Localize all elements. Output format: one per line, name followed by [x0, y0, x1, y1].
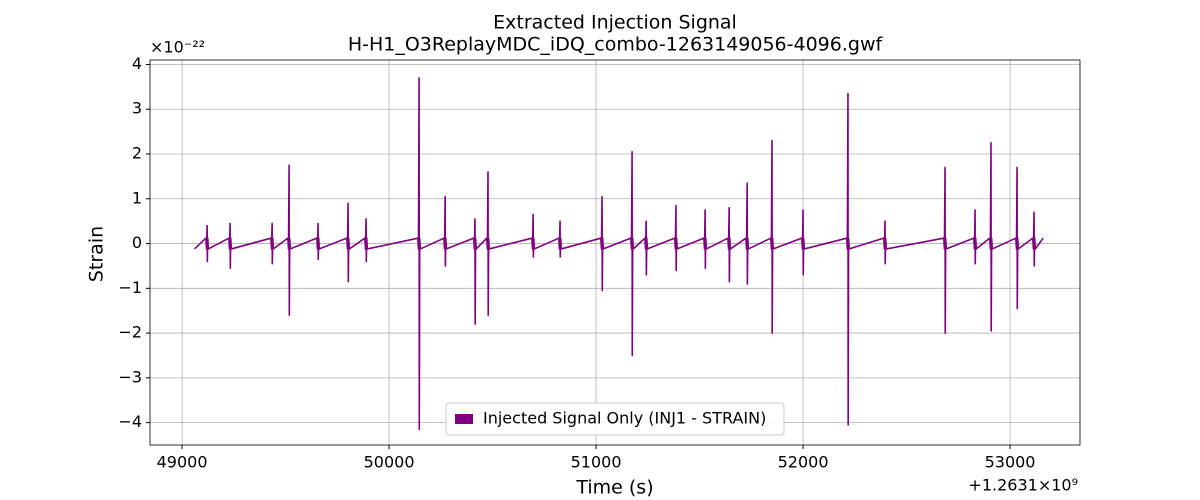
- x-tick-label: 52000: [778, 453, 829, 472]
- legend: Injected Signal Only (INJ1 - STRAIN): [445, 402, 785, 436]
- y-axis-label: Strain: [86, 226, 108, 282]
- plot-frame: [149, 59, 1081, 446]
- x-tick-label: 49000: [157, 453, 208, 472]
- y-tick-label: 4: [132, 54, 142, 73]
- x-offset-label: +1.2631×10⁹: [968, 476, 1078, 495]
- y-tick-label: −4: [118, 412, 142, 431]
- y-tick-label: −1: [118, 278, 142, 297]
- signal-line: [193, 77, 1044, 431]
- y-tick-label: 2: [132, 144, 142, 163]
- plot-area: −4 −3 −2 −1 0 1 2 3 4 49000 50000 51000 52000 53000 In…: [118, 54, 1081, 472]
- x-tick-label: 50000: [364, 453, 415, 472]
- y-tick-label: 3: [132, 99, 142, 118]
- y-multiplier-label: ×10⁻²²: [150, 38, 205, 57]
- y-tick-label: −3: [118, 367, 142, 386]
- chart-subtitle: H-H1_O3ReplayMDC_iDQ_combo-1263149056-40…: [348, 34, 884, 56]
- x-tick-label: 53000: [985, 453, 1036, 472]
- legend-box: [445, 402, 785, 436]
- legend-swatch: [455, 414, 473, 424]
- chart-title: Extracted Injection Signal: [493, 12, 737, 34]
- legend-label: Injected Signal Only (INJ1 - STRAIN): [483, 409, 766, 428]
- y-tick-label: −2: [118, 323, 142, 342]
- x-axis-label: Time (s): [575, 477, 653, 499]
- y-tick-label: 1: [132, 188, 142, 207]
- y-tick-label: 0: [132, 233, 142, 252]
- x-tick-label: 51000: [571, 453, 622, 472]
